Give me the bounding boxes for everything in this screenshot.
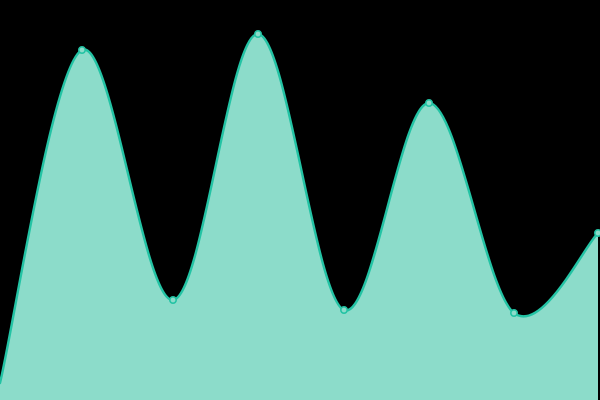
data-point-marker[interactable] <box>509 308 518 317</box>
data-point-marker[interactable] <box>424 99 433 108</box>
data-point-markers <box>78 29 600 317</box>
data-point-marker[interactable] <box>254 29 263 38</box>
data-point-marker[interactable] <box>78 45 87 54</box>
area-fill-path <box>0 33 598 400</box>
data-point-marker[interactable] <box>339 305 348 314</box>
data-point-marker[interactable] <box>594 229 600 237</box>
data-point-marker[interactable] <box>169 295 178 304</box>
